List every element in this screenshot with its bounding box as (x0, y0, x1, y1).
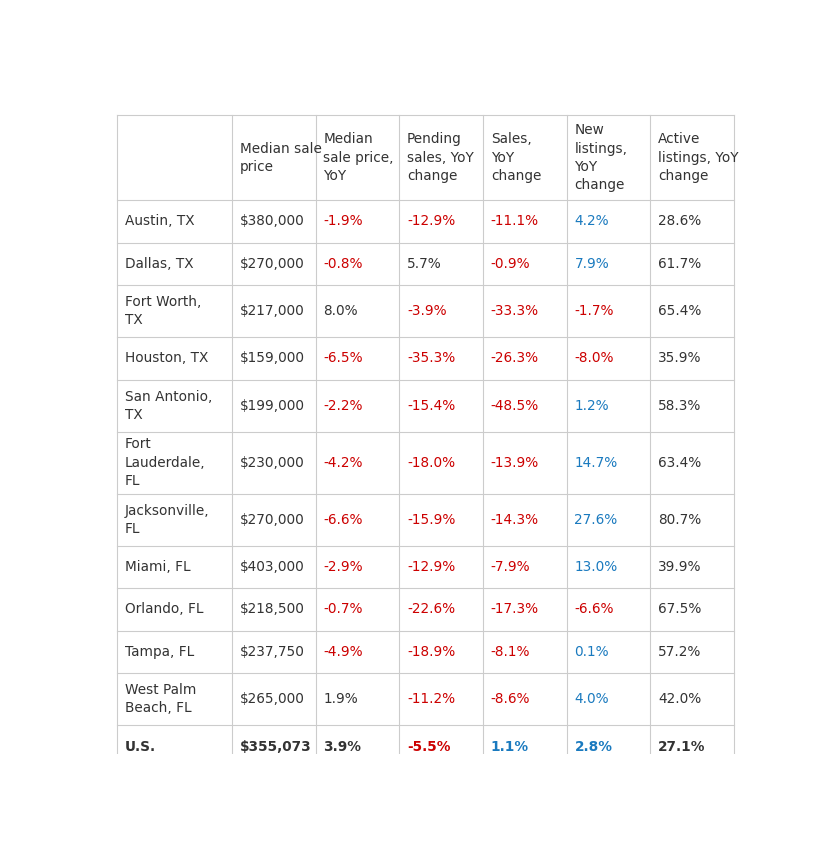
Text: -48.5%: -48.5% (491, 399, 539, 412)
Text: 58.3%: 58.3% (658, 399, 701, 412)
Text: -7.9%: -7.9% (491, 560, 530, 574)
Text: 27.1%: 27.1% (658, 739, 705, 754)
Text: 1.9%: 1.9% (323, 692, 358, 706)
Text: 3.9%: 3.9% (323, 739, 361, 754)
Text: -17.3%: -17.3% (491, 602, 539, 617)
Text: Dallas, TX: Dallas, TX (125, 257, 193, 271)
Text: -35.3%: -35.3% (407, 352, 455, 365)
Text: -8.6%: -8.6% (491, 692, 530, 706)
Text: -26.3%: -26.3% (491, 352, 539, 365)
Text: Fort Worth,
TX: Fort Worth, TX (125, 295, 202, 327)
Text: West Palm
Beach, FL: West Palm Beach, FL (125, 683, 197, 716)
Text: Houston, TX: Houston, TX (125, 352, 208, 365)
Text: 67.5%: 67.5% (658, 602, 701, 617)
Text: 57.2%: 57.2% (658, 645, 701, 659)
Text: 4.0%: 4.0% (574, 692, 609, 706)
Text: 13.0%: 13.0% (574, 560, 618, 574)
Text: $199,000: $199,000 (240, 399, 305, 412)
Text: -3.9%: -3.9% (407, 304, 447, 318)
Text: -8.0%: -8.0% (574, 352, 614, 365)
Text: New
listings,
YoY
change: New listings, YoY change (574, 124, 628, 192)
Text: 80.7%: 80.7% (658, 512, 701, 527)
Text: U.S.: U.S. (125, 739, 156, 754)
Text: San Antonio,
TX: San Antonio, TX (125, 390, 212, 422)
Text: 14.7%: 14.7% (574, 456, 618, 470)
Text: -14.3%: -14.3% (491, 512, 539, 527)
Text: -6.6%: -6.6% (323, 512, 363, 527)
Text: Jacksonville,
FL: Jacksonville, FL (125, 504, 210, 536)
Text: -18.9%: -18.9% (407, 645, 455, 659)
Text: -2.9%: -2.9% (323, 560, 363, 574)
Text: Sales,
YoY
change: Sales, YoY change (491, 132, 541, 183)
Text: -22.6%: -22.6% (407, 602, 455, 617)
Text: -5.5%: -5.5% (407, 739, 450, 754)
Text: 7.9%: 7.9% (574, 257, 610, 271)
Text: $159,000: $159,000 (240, 352, 305, 365)
Text: 2.8%: 2.8% (574, 739, 612, 754)
Text: -8.1%: -8.1% (491, 645, 530, 659)
Text: Miami, FL: Miami, FL (125, 560, 191, 574)
Text: -15.4%: -15.4% (407, 399, 455, 412)
Text: $355,073: $355,073 (240, 739, 311, 754)
Text: 27.6%: 27.6% (574, 512, 618, 527)
Text: Median
sale price,
YoY: Median sale price, YoY (323, 132, 394, 183)
Text: Tampa, FL: Tampa, FL (125, 645, 194, 659)
Text: 35.9%: 35.9% (658, 352, 701, 365)
Text: Orlando, FL: Orlando, FL (125, 602, 203, 617)
Text: -1.7%: -1.7% (574, 304, 614, 318)
Text: -13.9%: -13.9% (491, 456, 539, 470)
Text: $270,000: $270,000 (240, 512, 305, 527)
Text: $403,000: $403,000 (240, 560, 305, 574)
Text: 28.6%: 28.6% (658, 214, 701, 229)
Text: 8.0%: 8.0% (323, 304, 358, 318)
Text: 0.1%: 0.1% (574, 645, 609, 659)
Text: 1.1%: 1.1% (491, 739, 529, 754)
Text: $265,000: $265,000 (240, 692, 305, 706)
Text: 61.7%: 61.7% (658, 257, 701, 271)
Text: -12.9%: -12.9% (407, 214, 455, 229)
Text: -6.5%: -6.5% (323, 352, 363, 365)
Text: Active
listings, YoY
change: Active listings, YoY change (658, 132, 738, 183)
Text: 42.0%: 42.0% (658, 692, 701, 706)
Text: $230,000: $230,000 (240, 456, 305, 470)
Text: $237,750: $237,750 (240, 645, 305, 659)
Text: -1.9%: -1.9% (323, 214, 363, 229)
Text: -4.2%: -4.2% (323, 456, 363, 470)
Text: 65.4%: 65.4% (658, 304, 701, 318)
Text: Austin, TX: Austin, TX (125, 214, 195, 229)
Text: -0.8%: -0.8% (323, 257, 363, 271)
Text: 1.2%: 1.2% (574, 399, 609, 412)
Text: -2.2%: -2.2% (323, 399, 363, 412)
Text: 5.7%: 5.7% (407, 257, 442, 271)
Text: -15.9%: -15.9% (407, 512, 455, 527)
Text: -18.0%: -18.0% (407, 456, 455, 470)
Text: $380,000: $380,000 (240, 214, 305, 229)
Text: $217,000: $217,000 (240, 304, 305, 318)
Text: -12.9%: -12.9% (407, 560, 455, 574)
Text: -0.9%: -0.9% (491, 257, 530, 271)
Text: Pending
sales, YoY
change: Pending sales, YoY change (407, 132, 474, 183)
Text: -0.7%: -0.7% (323, 602, 363, 617)
Text: 63.4%: 63.4% (658, 456, 701, 470)
Text: -33.3%: -33.3% (491, 304, 539, 318)
Text: 4.2%: 4.2% (574, 214, 609, 229)
Text: -11.2%: -11.2% (407, 692, 455, 706)
Text: $270,000: $270,000 (240, 257, 305, 271)
Text: -6.6%: -6.6% (574, 602, 614, 617)
Text: $218,500: $218,500 (240, 602, 305, 617)
Text: Median sale
price: Median sale price (240, 141, 321, 174)
Text: -4.9%: -4.9% (323, 645, 363, 659)
Text: -11.1%: -11.1% (491, 214, 539, 229)
Text: Fort
Lauderdale,
FL: Fort Lauderdale, FL (125, 437, 206, 488)
Text: 39.9%: 39.9% (658, 560, 701, 574)
